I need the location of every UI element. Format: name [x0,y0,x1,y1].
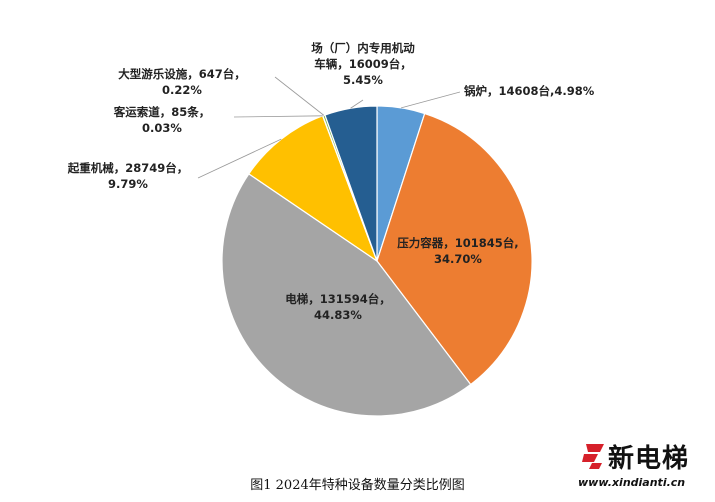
slice-label-0: 锅炉，14608台,4.98% [464,84,595,98]
chart-area: 锅炉，14608台,4.98% 压力容器，101845台, 34.70% 电梯，131… [67,41,595,417]
leader-line-0 [401,91,461,109]
pie-slice-3 [247,115,379,263]
pie-chart: 锅炉，14608台,4.98% 压力容器，101845台, 34.70%电梯，131… [67,41,595,417]
slice-labels: 锅炉，14608台,4.98% 压力容器，101845台, 34.70%电梯，131… [67,41,595,322]
figure-caption: 图1 2024年特种设备数量分类比例图 [250,478,465,493]
watermark: 新电梯 www.xindianti.cn [578,436,708,496]
pie-slice-1 [376,112,533,386]
watermark-url: www.xindianti.cn [578,476,686,489]
leader-line-4 [233,115,323,118]
slice-label-2: 电梯，131594台， 44.83% [285,292,391,322]
xindianti-logo-icon [582,444,604,469]
slice-label-3: 起重机械，28749台， 9.79% [67,161,189,191]
leader-line-5 [274,76,325,116]
watermark-title: 新电梯 [608,444,690,474]
pie-slice-6 [324,105,378,262]
pie-slice-2 [221,173,472,417]
slice-label-6: 场（厂）内专用机动车辆，16009台， 5.45% [311,41,415,87]
slice-label-1: 压力容器，101845台, 34.70% [397,236,518,266]
slice-label-4: 客运索道，85条， 0.03% [113,105,211,135]
leader-line-6 [350,99,364,109]
leader-lines [197,76,461,179]
pie-slices [221,105,533,417]
slice-label-5: 大型游乐设施，647台， 0.22% [118,67,246,97]
leader-line-3 [197,138,282,179]
